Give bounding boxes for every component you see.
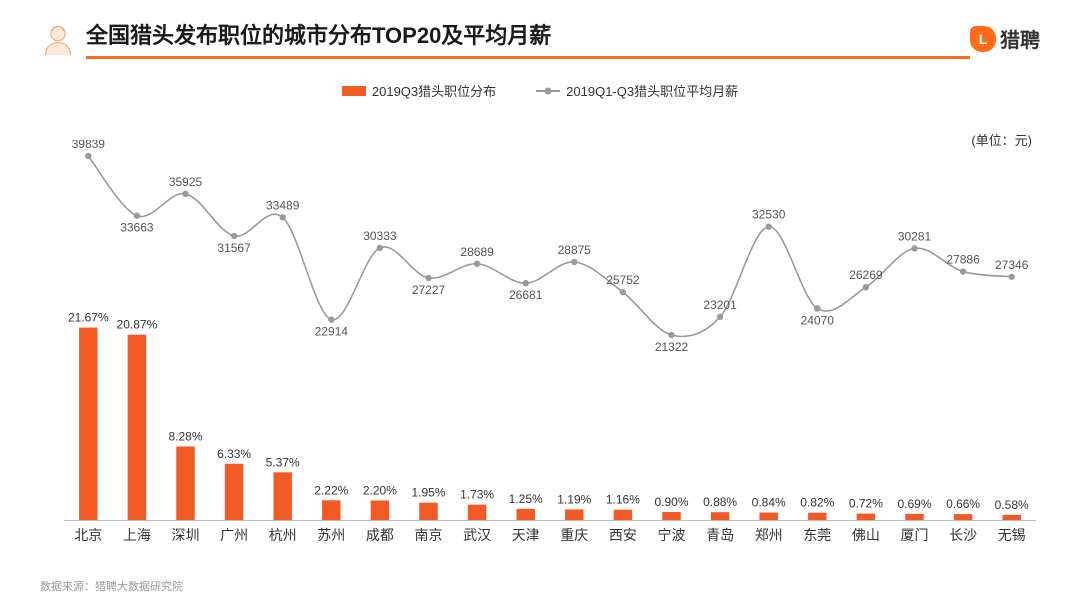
svg-text:上海: 上海: [123, 527, 151, 543]
svg-text:1.25%: 1.25%: [509, 492, 543, 506]
svg-text:26269: 26269: [849, 268, 883, 282]
svg-text:39839: 39839: [72, 140, 106, 151]
svg-text:32530: 32530: [752, 208, 786, 222]
svg-text:28689: 28689: [460, 245, 494, 259]
svg-text:西安: 西安: [609, 527, 637, 543]
person-headhunter-icon: [40, 21, 76, 57]
svg-text:27886: 27886: [946, 253, 980, 267]
data-source: 数据来源：猎聘大数据研究院: [40, 578, 183, 594]
title-underline: [86, 56, 970, 59]
legend-line-swatch: [536, 90, 560, 92]
svg-text:21.67%: 21.67%: [68, 311, 109, 325]
svg-text:无锡: 无锡: [998, 527, 1026, 543]
svg-text:郑州: 郑州: [755, 527, 783, 543]
legend-bar-swatch: [342, 86, 366, 96]
header: 全国猎头发布职位的城市分布TOP20及平均月薪 L 猎聘: [0, 0, 1080, 65]
svg-text:北京: 北京: [74, 527, 102, 543]
svg-text:0.84%: 0.84%: [752, 496, 786, 510]
svg-text:厦门: 厦门: [901, 527, 929, 543]
svg-text:宁波: 宁波: [658, 527, 686, 543]
svg-text:30281: 30281: [898, 229, 932, 243]
svg-text:20.87%: 20.87%: [117, 318, 158, 332]
svg-text:深圳: 深圳: [172, 527, 200, 543]
title-wrap: 全国猎头发布职位的城市分布TOP20及平均月薪: [86, 18, 970, 59]
svg-text:杭州: 杭州: [269, 527, 297, 543]
svg-text:东莞: 东莞: [803, 527, 831, 543]
svg-text:0.66%: 0.66%: [946, 497, 980, 511]
svg-text:23201: 23201: [703, 298, 737, 312]
svg-text:33489: 33489: [266, 198, 300, 212]
legend-line: 2019Q1-Q3猎头职位平均月薪: [536, 81, 738, 100]
svg-text:5.37%: 5.37%: [266, 455, 300, 469]
svg-text:6.33%: 6.33%: [217, 447, 251, 461]
svg-text:南京: 南京: [415, 527, 443, 543]
svg-text:2.20%: 2.20%: [363, 483, 397, 497]
svg-text:1.16%: 1.16%: [606, 493, 640, 507]
combo-chart: 21.67% 北京 20.87% 上海 8.28% 深圳 6.33% 广州 5.37% 杭州 2.2…: [60, 140, 1040, 548]
svg-text:0.88%: 0.88%: [703, 495, 737, 509]
svg-text:30333: 30333: [363, 229, 397, 243]
brand-logo-text: 猎聘: [1000, 24, 1040, 53]
svg-text:佛山: 佛山: [852, 527, 880, 543]
svg-text:33663: 33663: [120, 221, 154, 235]
svg-text:0.69%: 0.69%: [897, 497, 931, 511]
svg-text:青岛: 青岛: [706, 527, 734, 543]
svg-text:1.95%: 1.95%: [411, 486, 445, 500]
svg-text:26681: 26681: [509, 288, 543, 302]
svg-text:长沙: 长沙: [949, 527, 977, 543]
svg-text:广州: 广州: [220, 527, 248, 543]
svg-text:27227: 27227: [412, 283, 446, 297]
legend-bar-label: 2019Q3猎头职位分布: [372, 81, 496, 100]
brand-logo-mark: L: [970, 26, 996, 52]
legend-line-label: 2019Q1-Q3猎头职位平均月薪: [566, 81, 738, 100]
svg-text:重庆: 重庆: [560, 527, 588, 543]
svg-text:1.73%: 1.73%: [460, 488, 494, 502]
svg-text:天津: 天津: [512, 527, 540, 543]
legend: 2019Q3猎头职位分布 2019Q1-Q3猎头职位平均月薪: [0, 81, 1080, 100]
svg-text:25752: 25752: [606, 273, 640, 287]
svg-text:28875: 28875: [558, 243, 592, 257]
svg-text:22914: 22914: [315, 325, 349, 339]
svg-text:0.90%: 0.90%: [654, 495, 688, 509]
brand-logo: L 猎聘: [970, 24, 1040, 53]
svg-text:8.28%: 8.28%: [168, 429, 202, 443]
svg-text:27346: 27346: [995, 258, 1029, 272]
svg-text:31567: 31567: [217, 241, 251, 255]
svg-text:武汉: 武汉: [463, 527, 491, 543]
svg-text:苏州: 苏州: [317, 527, 345, 543]
svg-text:成都: 成都: [366, 527, 394, 543]
svg-text:0.58%: 0.58%: [995, 498, 1029, 512]
legend-bar: 2019Q3猎头职位分布: [342, 81, 496, 100]
page-title: 全国猎头发布职位的城市分布TOP20及平均月薪: [86, 18, 970, 50]
svg-text:24070: 24070: [801, 313, 835, 327]
svg-text:1.19%: 1.19%: [557, 492, 591, 506]
svg-text:21322: 21322: [655, 340, 689, 354]
chart-area: 21.67% 北京 20.87% 上海 8.28% 深圳 6.33% 广州 5.37% 杭州 2.2…: [60, 140, 1040, 548]
svg-text:35925: 35925: [169, 175, 203, 189]
svg-text:2.22%: 2.22%: [314, 483, 348, 497]
svg-text:0.72%: 0.72%: [849, 497, 883, 511]
svg-text:0.82%: 0.82%: [800, 496, 834, 510]
